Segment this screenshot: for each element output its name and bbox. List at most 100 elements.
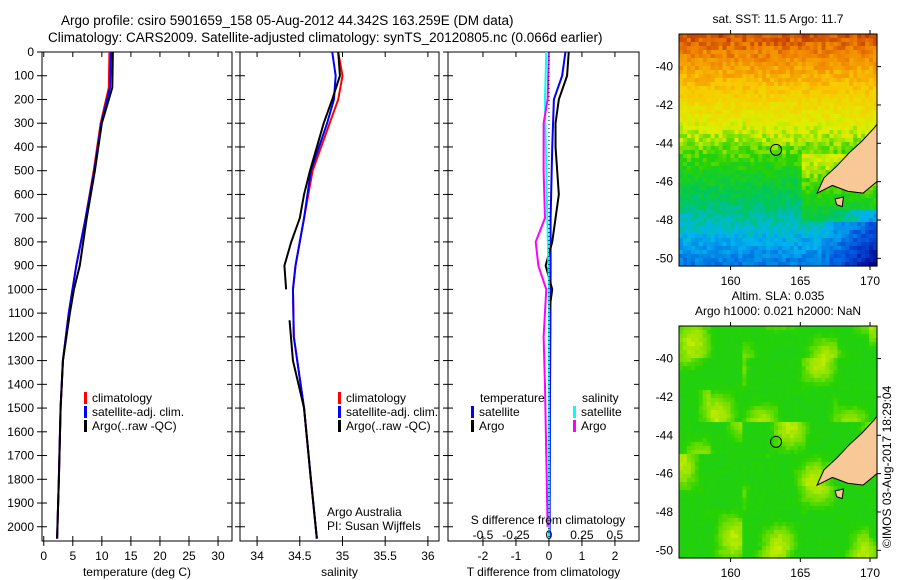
map-cell — [829, 94, 835, 99]
map-cell — [837, 38, 842, 43]
map-cell — [698, 326, 704, 331]
map-cell — [853, 54, 858, 59]
map-cell — [718, 138, 724, 143]
map-cell — [734, 134, 739, 139]
map-cell — [841, 214, 846, 219]
map-cell — [710, 222, 716, 227]
map-cell — [809, 170, 815, 175]
map-cell — [702, 522, 708, 527]
map-cell — [865, 50, 870, 55]
map-cell — [702, 190, 708, 195]
map-cell — [778, 374, 783, 379]
map-cell — [698, 226, 704, 231]
map-cell — [869, 254, 874, 259]
map-cell — [857, 54, 862, 59]
map-cell — [770, 526, 775, 531]
map-cell — [789, 542, 795, 547]
map-cell — [770, 166, 775, 171]
map-cell — [762, 482, 767, 487]
y-tick-label: -50 — [656, 251, 674, 265]
map-cell — [750, 162, 755, 167]
map-cell — [861, 66, 866, 71]
map-cell — [738, 390, 743, 395]
map-cell — [837, 122, 842, 127]
map-cell — [679, 538, 684, 543]
map-cell — [762, 466, 767, 471]
map-cell — [686, 466, 692, 471]
map-cell — [829, 262, 835, 267]
map-cell — [849, 58, 854, 63]
map-cell — [785, 230, 791, 235]
map-cell — [778, 74, 783, 79]
map-cell — [781, 490, 787, 495]
map-cell — [778, 422, 783, 427]
map-cell — [718, 74, 724, 79]
map-cell — [785, 334, 791, 339]
map-cell — [750, 154, 755, 159]
map-cell — [793, 186, 799, 191]
map-cell — [817, 174, 823, 179]
map-cell — [821, 62, 827, 67]
map-cell — [710, 366, 716, 371]
map-cell — [778, 202, 783, 207]
map-cell — [702, 470, 708, 475]
map-cell — [833, 214, 838, 219]
map-cell — [793, 330, 799, 335]
map-cell — [682, 50, 688, 55]
map-cell — [706, 502, 712, 507]
map-cell — [785, 418, 791, 423]
map-cell — [785, 382, 791, 387]
map-cell — [829, 150, 835, 155]
map-cell — [722, 510, 728, 515]
map-cell — [750, 238, 755, 243]
map-cell — [754, 242, 759, 247]
map-cell — [778, 166, 783, 171]
map-cell — [841, 134, 846, 139]
map-cell — [766, 370, 771, 375]
map-cell — [797, 174, 803, 179]
map-cell — [738, 90, 743, 95]
map-cell — [770, 534, 775, 539]
map-cell — [726, 98, 732, 103]
map-cell — [801, 130, 807, 135]
map-cell — [805, 58, 811, 63]
map-cell — [682, 494, 688, 499]
map-cell — [813, 250, 819, 255]
map-cell — [793, 358, 799, 363]
map-cell — [869, 250, 874, 255]
map-cell — [789, 174, 795, 179]
map-cell — [778, 330, 783, 335]
map-cell — [686, 130, 692, 135]
map-cell — [781, 346, 787, 351]
map-cell — [750, 138, 755, 143]
map-cell — [686, 234, 692, 239]
s-tick-label: 0 — [546, 528, 553, 542]
map-cell — [742, 202, 747, 207]
map-cell — [778, 222, 783, 227]
map-cell — [698, 482, 704, 487]
map-cell — [837, 126, 842, 131]
map-cell — [679, 210, 684, 215]
map-cell — [809, 198, 815, 203]
map-cell — [730, 126, 736, 131]
map-cell — [766, 226, 771, 231]
map-cell — [738, 258, 743, 263]
map-cell — [801, 50, 807, 55]
map-cell — [698, 154, 704, 159]
map-cell — [829, 250, 835, 255]
map-cell — [730, 90, 736, 95]
map-cell — [718, 342, 724, 347]
map-cell — [766, 258, 771, 263]
map-cell — [770, 58, 775, 63]
map-cell — [785, 506, 791, 511]
map-cell — [778, 538, 783, 543]
map-cell — [686, 330, 692, 335]
map-cell — [758, 410, 763, 415]
map-cell — [845, 246, 850, 251]
map-cell — [702, 350, 708, 355]
map-cell — [754, 194, 759, 199]
map-cell — [686, 162, 692, 167]
map-cell — [698, 174, 704, 179]
map-cell — [785, 550, 791, 555]
map-cell — [785, 346, 791, 351]
